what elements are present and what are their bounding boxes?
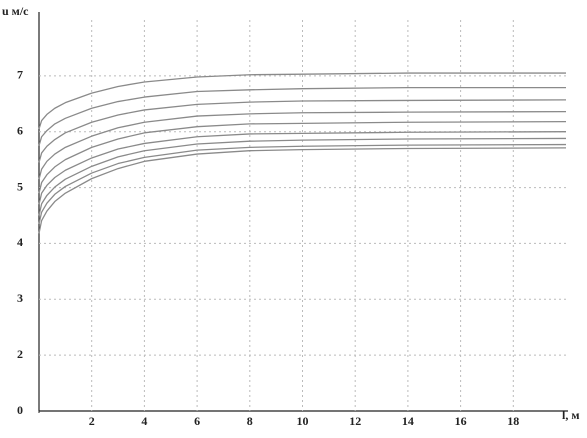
line	[38, 143, 567, 225]
x-tick-label: 12	[349, 414, 361, 428]
line	[38, 72, 566, 130]
y-tick-label: 4	[17, 235, 23, 249]
x-tick-label: 4	[141, 414, 147, 428]
line	[38, 147, 567, 234]
line	[38, 131, 567, 205]
line	[38, 110, 567, 180]
line	[38, 99, 567, 163]
y-axis-label: u м/с	[2, 4, 29, 18]
y-tick-label: 5	[17, 179, 23, 193]
x-tick-label: 18	[507, 414, 519, 428]
x-tick-label: 6	[194, 414, 200, 428]
x-tick-label: 0	[17, 403, 23, 417]
y-tick-label: 7	[17, 68, 23, 82]
line	[38, 86, 566, 146]
x-axis-label: l, м	[562, 408, 580, 422]
y-tick-label: 6	[17, 123, 23, 137]
x-tick-label: 10	[297, 414, 309, 428]
x-tick-label: 2	[89, 414, 95, 428]
line	[38, 121, 567, 194]
x-tick-label: 14	[402, 414, 414, 428]
x-tick-label: 8	[247, 414, 253, 428]
y-tick-label: 3	[17, 291, 23, 305]
x-tick-label: 16	[455, 414, 467, 428]
y-tick-label: 2	[17, 347, 23, 361]
line	[38, 137, 567, 216]
